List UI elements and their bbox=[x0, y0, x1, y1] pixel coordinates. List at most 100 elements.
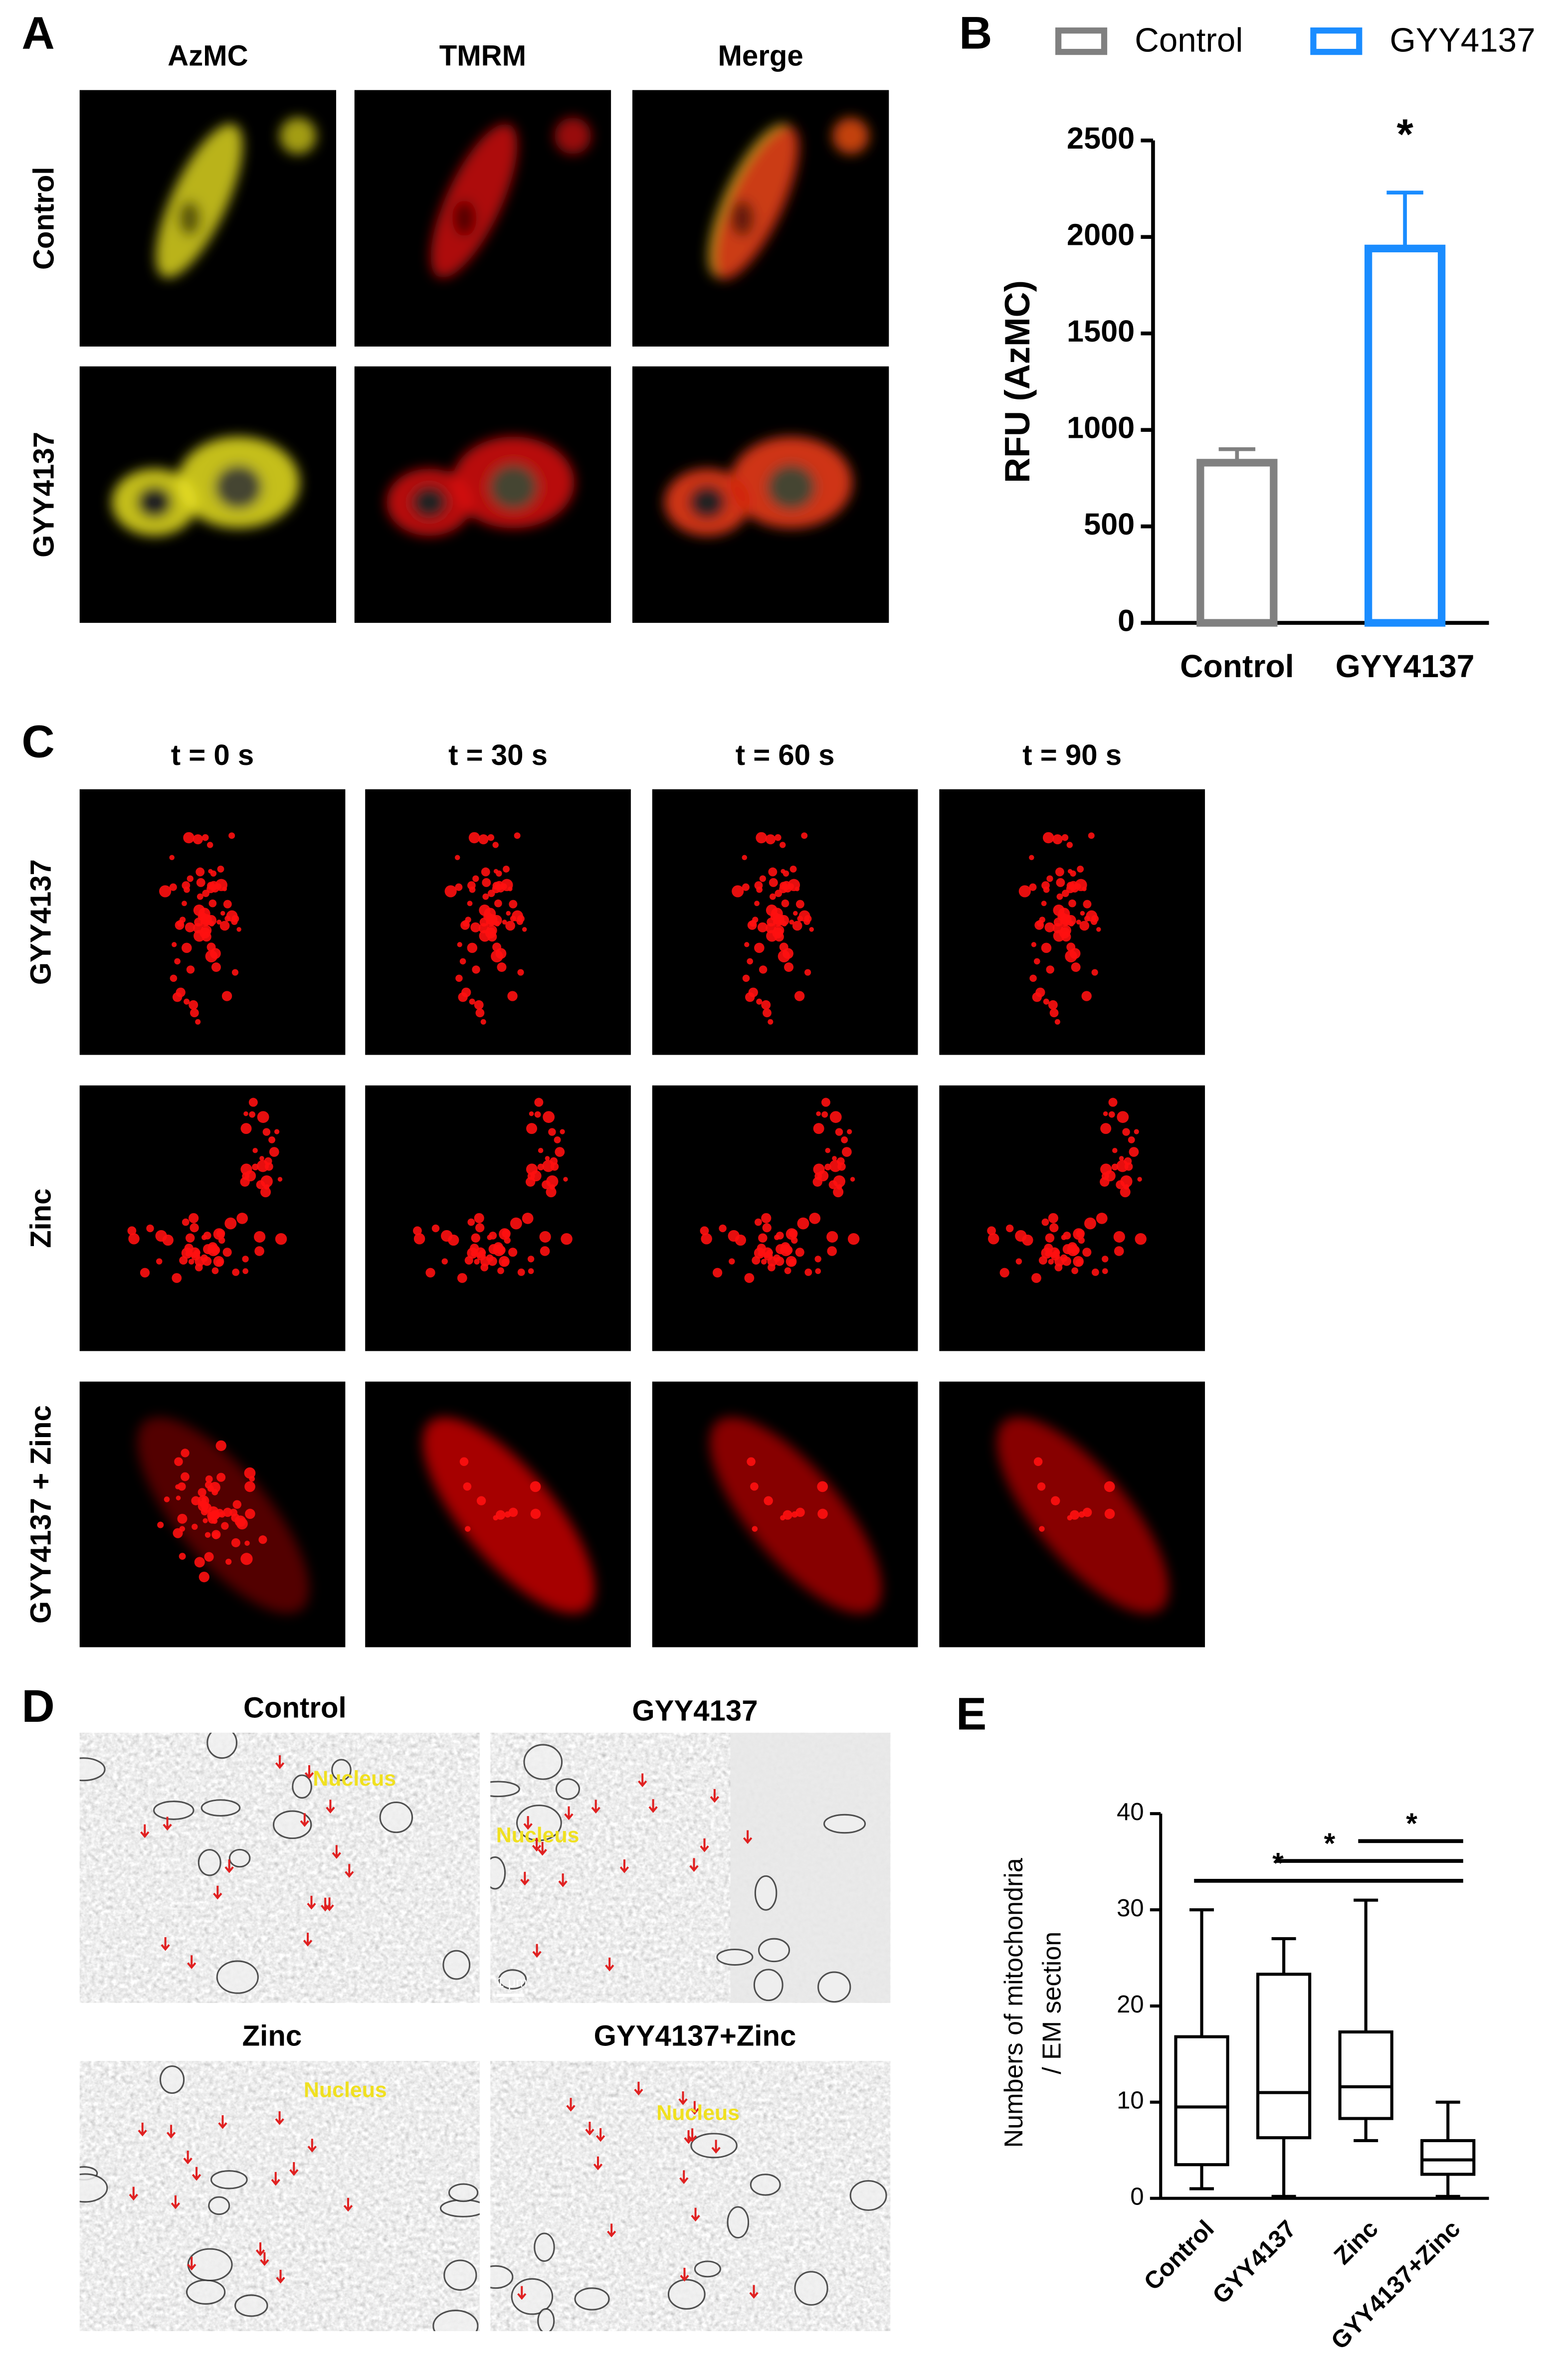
mito bbox=[491, 950, 503, 963]
micrograph bbox=[365, 1381, 631, 1648]
mito bbox=[1128, 1136, 1135, 1143]
mito bbox=[835, 1128, 843, 1136]
panel-letter: E bbox=[956, 1689, 986, 1740]
mito bbox=[510, 1217, 522, 1230]
mito bbox=[200, 925, 212, 936]
mito bbox=[1120, 1175, 1133, 1188]
mito bbox=[185, 1251, 192, 1257]
mito bbox=[201, 1502, 212, 1513]
mito bbox=[1122, 1128, 1130, 1136]
mito bbox=[1114, 1246, 1124, 1256]
mito bbox=[546, 1175, 559, 1188]
mito bbox=[1071, 1267, 1079, 1275]
mito bbox=[189, 1213, 199, 1223]
mito bbox=[195, 1263, 203, 1272]
mito bbox=[178, 1482, 186, 1491]
mito bbox=[500, 883, 507, 890]
mito bbox=[1076, 919, 1081, 925]
mito bbox=[794, 991, 805, 1001]
mito bbox=[821, 1111, 828, 1118]
mito bbox=[425, 1268, 435, 1278]
mito bbox=[190, 1008, 199, 1018]
micrograph bbox=[354, 366, 611, 623]
arrow bbox=[307, 2139, 317, 2153]
mito bbox=[222, 1248, 232, 1257]
mito bbox=[1091, 1269, 1099, 1276]
mito bbox=[545, 1156, 550, 1161]
mito bbox=[817, 1508, 828, 1519]
mito bbox=[754, 881, 763, 890]
vacuole bbox=[200, 1799, 241, 1817]
cells bbox=[111, 436, 300, 536]
mito bbox=[492, 842, 499, 848]
mito bbox=[249, 1475, 255, 1482]
mito bbox=[262, 1128, 271, 1136]
mito bbox=[700, 1226, 709, 1236]
mito bbox=[479, 917, 489, 927]
mito bbox=[478, 834, 489, 845]
y-tick-label: 20 bbox=[1117, 1991, 1144, 2018]
mito bbox=[193, 905, 205, 916]
mito bbox=[1120, 1187, 1131, 1198]
mito bbox=[216, 1229, 225, 1238]
mito bbox=[754, 1218, 762, 1226]
mito bbox=[209, 1481, 220, 1493]
mito bbox=[252, 1147, 258, 1153]
micrograph bbox=[79, 789, 346, 1055]
mito bbox=[1080, 911, 1085, 916]
micrograph bbox=[939, 1085, 1205, 1351]
mito bbox=[514, 832, 521, 839]
mito bbox=[169, 855, 175, 861]
arrow bbox=[192, 2167, 201, 2181]
legend-label: Control bbox=[1135, 22, 1243, 59]
mito bbox=[268, 1136, 276, 1143]
mito bbox=[211, 1530, 221, 1539]
y-tick-label: 500 bbox=[1084, 507, 1135, 541]
vacuole bbox=[448, 2183, 479, 2202]
mito bbox=[766, 905, 778, 916]
mito bbox=[186, 965, 195, 974]
arrow bbox=[520, 1871, 530, 1886]
texture bbox=[490, 2061, 891, 2332]
arrow bbox=[532, 1837, 542, 1852]
mito bbox=[779, 885, 788, 894]
column-header: t = 90 s bbox=[1022, 739, 1122, 771]
arrow bbox=[700, 1838, 709, 1852]
mito bbox=[809, 927, 814, 932]
mito bbox=[728, 1230, 740, 1242]
mito bbox=[176, 1495, 181, 1500]
vacuole bbox=[753, 1969, 783, 2002]
mito bbox=[413, 1233, 425, 1245]
y-tick-label: 1000 bbox=[1067, 410, 1135, 444]
arrow bbox=[687, 2128, 697, 2142]
mito bbox=[1100, 1177, 1110, 1187]
mito bbox=[1035, 987, 1045, 997]
box bbox=[1174, 2035, 1229, 2167]
mito bbox=[454, 855, 460, 861]
mito bbox=[1083, 900, 1092, 909]
mito bbox=[472, 875, 479, 882]
arrow bbox=[163, 1817, 172, 1831]
mito bbox=[156, 1258, 163, 1265]
mito bbox=[1100, 1123, 1112, 1134]
mito bbox=[506, 911, 511, 916]
arrow bbox=[343, 2197, 353, 2212]
mito bbox=[201, 834, 209, 841]
mito bbox=[1041, 1218, 1049, 1226]
mito bbox=[205, 950, 218, 963]
mito bbox=[797, 1217, 809, 1230]
mito bbox=[1082, 1507, 1092, 1517]
mito bbox=[526, 1123, 538, 1134]
box bbox=[1420, 2139, 1476, 2176]
arrow bbox=[275, 2111, 284, 2125]
mito bbox=[231, 1513, 240, 1522]
mito bbox=[530, 1481, 541, 1492]
mito bbox=[1117, 1111, 1129, 1123]
mito bbox=[769, 878, 778, 887]
vacuole bbox=[490, 1781, 520, 1798]
mito bbox=[1055, 867, 1064, 877]
mito bbox=[765, 834, 776, 845]
mito bbox=[159, 885, 172, 898]
mito bbox=[1066, 885, 1075, 894]
mito bbox=[493, 869, 499, 874]
